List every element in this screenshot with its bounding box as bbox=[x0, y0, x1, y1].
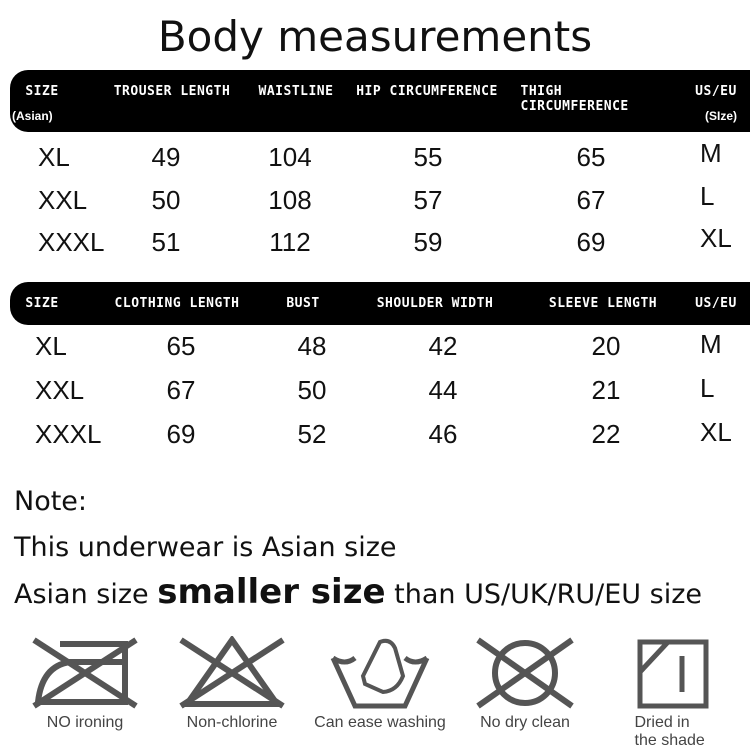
column-header: WAISTLINE bbox=[258, 84, 334, 99]
table-cell: XXL bbox=[38, 185, 88, 215]
care-label: Dried in the shade bbox=[634, 714, 705, 749]
column-header: THIGH CIRCUMFERENCE bbox=[520, 84, 629, 114]
table-cell: XL bbox=[700, 417, 732, 447]
table-cell: 65 bbox=[576, 142, 606, 172]
hand-wash-icon bbox=[330, 638, 430, 709]
table-header-bar bbox=[10, 282, 750, 325]
table-cell: XL bbox=[38, 142, 70, 172]
no-ironing-icon bbox=[32, 637, 138, 709]
column-header: US/EU bbox=[695, 84, 737, 99]
table-cell: 65 bbox=[166, 331, 196, 361]
table-cell: XXL bbox=[35, 375, 85, 405]
table-cell: 112 bbox=[269, 227, 311, 257]
table-cell: 108 bbox=[268, 185, 312, 215]
table-cell: 59 bbox=[413, 227, 443, 257]
table-cell: 67 bbox=[166, 375, 196, 405]
table-cell: 22 bbox=[591, 419, 621, 449]
table-cell: 20 bbox=[591, 331, 621, 361]
table-cell: 46 bbox=[428, 419, 458, 449]
table-cell: 69 bbox=[576, 227, 606, 257]
note-line: This underwear is Asian size bbox=[14, 532, 397, 563]
table-cell: XXXL bbox=[38, 227, 105, 257]
care-label: Non-chlorine bbox=[186, 714, 278, 731]
table-cell: 57 bbox=[413, 185, 443, 215]
table-cell: L bbox=[700, 181, 715, 211]
care-label: NO ironing bbox=[46, 714, 124, 731]
table-header-bar bbox=[10, 70, 750, 132]
table-cell: 21 bbox=[591, 375, 621, 405]
column-header: SLEEVE LENGTH bbox=[548, 296, 658, 311]
table-cell: L bbox=[700, 373, 715, 403]
table-cell: 52 bbox=[297, 419, 327, 449]
table-cell: 42 bbox=[428, 331, 458, 361]
table-cell: 104 bbox=[268, 142, 312, 172]
note-heading: Note: bbox=[14, 486, 88, 517]
table-cell: XL bbox=[700, 223, 732, 253]
column-header: SHOULDER WIDTH bbox=[376, 296, 494, 311]
table-cell: M bbox=[700, 138, 722, 168]
column-header: HIP CIRCUMFERENCE bbox=[356, 84, 498, 99]
table-cell: 50 bbox=[297, 375, 327, 405]
care-label: Can ease washing bbox=[314, 714, 446, 731]
non-chlorine-icon bbox=[179, 636, 285, 709]
table-cell: 49 bbox=[151, 142, 181, 172]
table-cell: 55 bbox=[413, 142, 443, 172]
table-cell: 48 bbox=[297, 331, 327, 361]
table-cell: 44 bbox=[428, 375, 458, 405]
column-subheader: (Asian) bbox=[12, 109, 53, 123]
note-line: Asian size smaller size than US/UK/RU/EU… bbox=[14, 572, 703, 612]
column-header: BUST bbox=[286, 296, 320, 311]
dry-in-shade-icon bbox=[637, 639, 709, 709]
column-header: CLOTHING LENGTH bbox=[114, 296, 240, 311]
no-dry-clean-icon bbox=[476, 637, 574, 709]
table-cell: 50 bbox=[151, 185, 181, 215]
column-subheader: (SIze) bbox=[705, 109, 738, 123]
column-header: SIZE bbox=[25, 84, 59, 99]
column-header: US/EU bbox=[695, 296, 737, 311]
column-header: TROUSER LENGTH bbox=[113, 84, 231, 99]
table-cell: XXXL bbox=[35, 419, 102, 449]
table-cell: M bbox=[700, 329, 722, 359]
column-header: SIZE bbox=[25, 296, 59, 311]
page-title: Body measurements bbox=[157, 12, 593, 61]
table-cell: 51 bbox=[151, 227, 181, 257]
table-cell: 69 bbox=[166, 419, 196, 449]
table-cell: 67 bbox=[576, 185, 606, 215]
table-cell: XL bbox=[35, 331, 67, 361]
care-label: No dry clean bbox=[480, 714, 570, 731]
